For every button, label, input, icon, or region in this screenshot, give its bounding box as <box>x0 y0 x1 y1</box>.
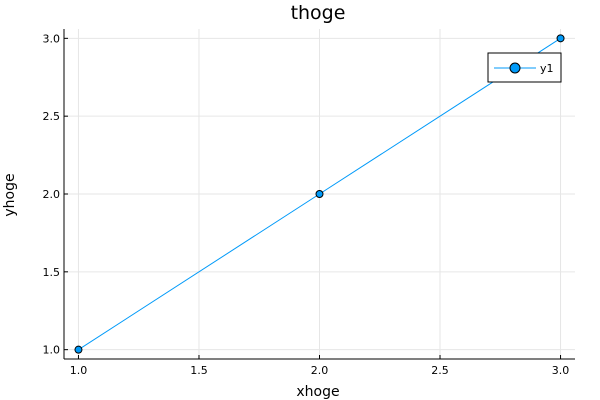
y-tick-label: 3.0 <box>43 32 61 45</box>
y-tick-label: 2.5 <box>43 110 61 123</box>
x-tick-label: 2.5 <box>431 364 449 377</box>
y-tick-label: 1.0 <box>43 344 61 357</box>
axes <box>63 29 575 360</box>
data-point <box>74 345 83 354</box>
x-axis-label: xhoge <box>296 384 339 400</box>
legend-marker <box>509 62 521 74</box>
grid-lines <box>64 29 575 359</box>
chart-title: thoge <box>291 2 346 24</box>
tick-labels: 1.0 1.5 2.0 2.5 3.0 1.0 1.5 2.0 2.5 3.0 <box>43 32 570 377</box>
x-tick-label: 3.0 <box>552 364 570 377</box>
data-point <box>315 190 324 198</box>
y-tick-label: 1.5 <box>43 266 61 279</box>
data-point <box>556 34 565 43</box>
series-layer <box>74 34 565 354</box>
y-axis-label: yhoge <box>2 173 18 216</box>
x-tick-label: 1.5 <box>190 364 208 377</box>
legend-label: y1 <box>540 62 554 75</box>
legend: y1 <box>487 52 562 83</box>
x-tick-label: 1.0 <box>70 364 88 377</box>
x-tick-label: 2.0 <box>311 364 329 377</box>
y-tick-label: 2.0 <box>43 188 61 201</box>
